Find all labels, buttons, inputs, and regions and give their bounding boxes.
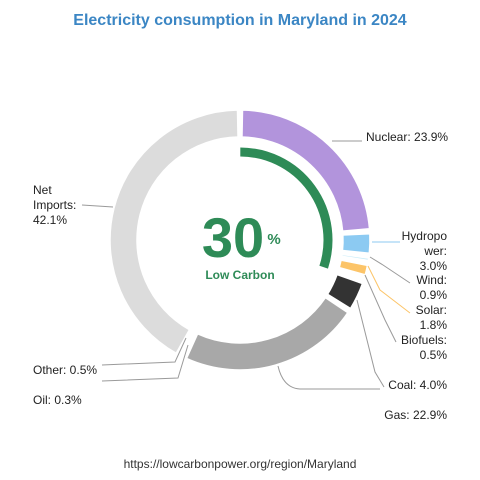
low-carbon-caption: Low Carbon <box>205 268 274 282</box>
slice-hydropower <box>341 232 371 254</box>
slice-biofuels <box>337 270 365 281</box>
leader-other <box>101 337 187 366</box>
label-gas-line: Gas: 22.9% <box>384 408 447 422</box>
label-other: Other: 0.5% <box>33 363 97 377</box>
leader-coal <box>356 299 385 388</box>
slice-other <box>179 330 194 357</box>
label-solar: Solar: 1.8% <box>416 303 448 332</box>
slice-labels: Nuclear: 23.9% Hydropo wer: 3.0%Wind: 0.9%So… <box>33 130 448 422</box>
label-gas: Gas: 22.9% <box>384 408 447 422</box>
label-oil: Oil: 0.3% <box>33 393 82 407</box>
label-biofuels: Biofuels: 0.5% <box>401 333 447 362</box>
low-carbon-arc-group <box>240 147 333 269</box>
label-coal-line: Coal: 4.0% <box>388 378 447 392</box>
label-net-imports-line: 42.1% <box>33 213 67 227</box>
leader-biofuels <box>364 274 397 343</box>
leader-gas <box>277 365 380 390</box>
label-hydropower-line: wer: <box>423 244 447 258</box>
label-biofuels-line: 0.5% <box>420 348 448 362</box>
label-solar-line: 1.8% <box>420 318 448 332</box>
label-other-line: Other: 0.5% <box>33 363 97 377</box>
donut-slices <box>109 109 371 371</box>
label-solar-line: Solar: <box>416 303 447 317</box>
source-url: https://lowcarbonpower.org/region/Maryla… <box>124 457 357 471</box>
slice-coal <box>326 273 364 310</box>
slice-nuclear <box>241 109 371 232</box>
slice-net-imports <box>109 109 239 355</box>
leader-oil <box>101 344 189 382</box>
label-coal: Coal: 4.0% <box>388 378 447 392</box>
label-wind-line: 0.9% <box>420 288 448 302</box>
label-hydropower-line: 3.0% <box>420 259 448 273</box>
slice-gas <box>185 296 349 371</box>
chart-title: Electricity consumption in Maryland in 2… <box>73 12 407 29</box>
label-net-imports-line: Imports: <box>33 198 76 212</box>
label-net-imports-line: Net <box>33 183 52 197</box>
label-biofuels-line: Biofuels: <box>401 333 447 347</box>
label-hydropower: Hydropo wer: 3.0% <box>402 229 448 273</box>
leader-wind <box>369 256 411 284</box>
leader-net-imports <box>81 204 114 208</box>
slice-wind <box>340 253 370 262</box>
low-carbon-percent-value: 30 <box>202 206 264 269</box>
low-carbon-arc <box>240 147 333 269</box>
label-nuclear-line: Nuclear: 23.9% <box>366 130 448 144</box>
label-oil-line: Oil: 0.3% <box>33 393 82 407</box>
leader-solar <box>367 265 411 314</box>
slice-solar <box>338 259 369 276</box>
label-hydropower-line: Hydropo <box>402 229 448 243</box>
label-leader-lines <box>81 140 411 390</box>
low-carbon-percent-unit: % <box>267 231 280 248</box>
label-net-imports: Net Imports: 42.1% <box>33 183 76 227</box>
label-wind-line: Wind: <box>416 273 447 287</box>
label-nuclear: Nuclear: 23.9% <box>366 130 448 144</box>
label-wind: Wind: 0.9% <box>416 273 447 302</box>
